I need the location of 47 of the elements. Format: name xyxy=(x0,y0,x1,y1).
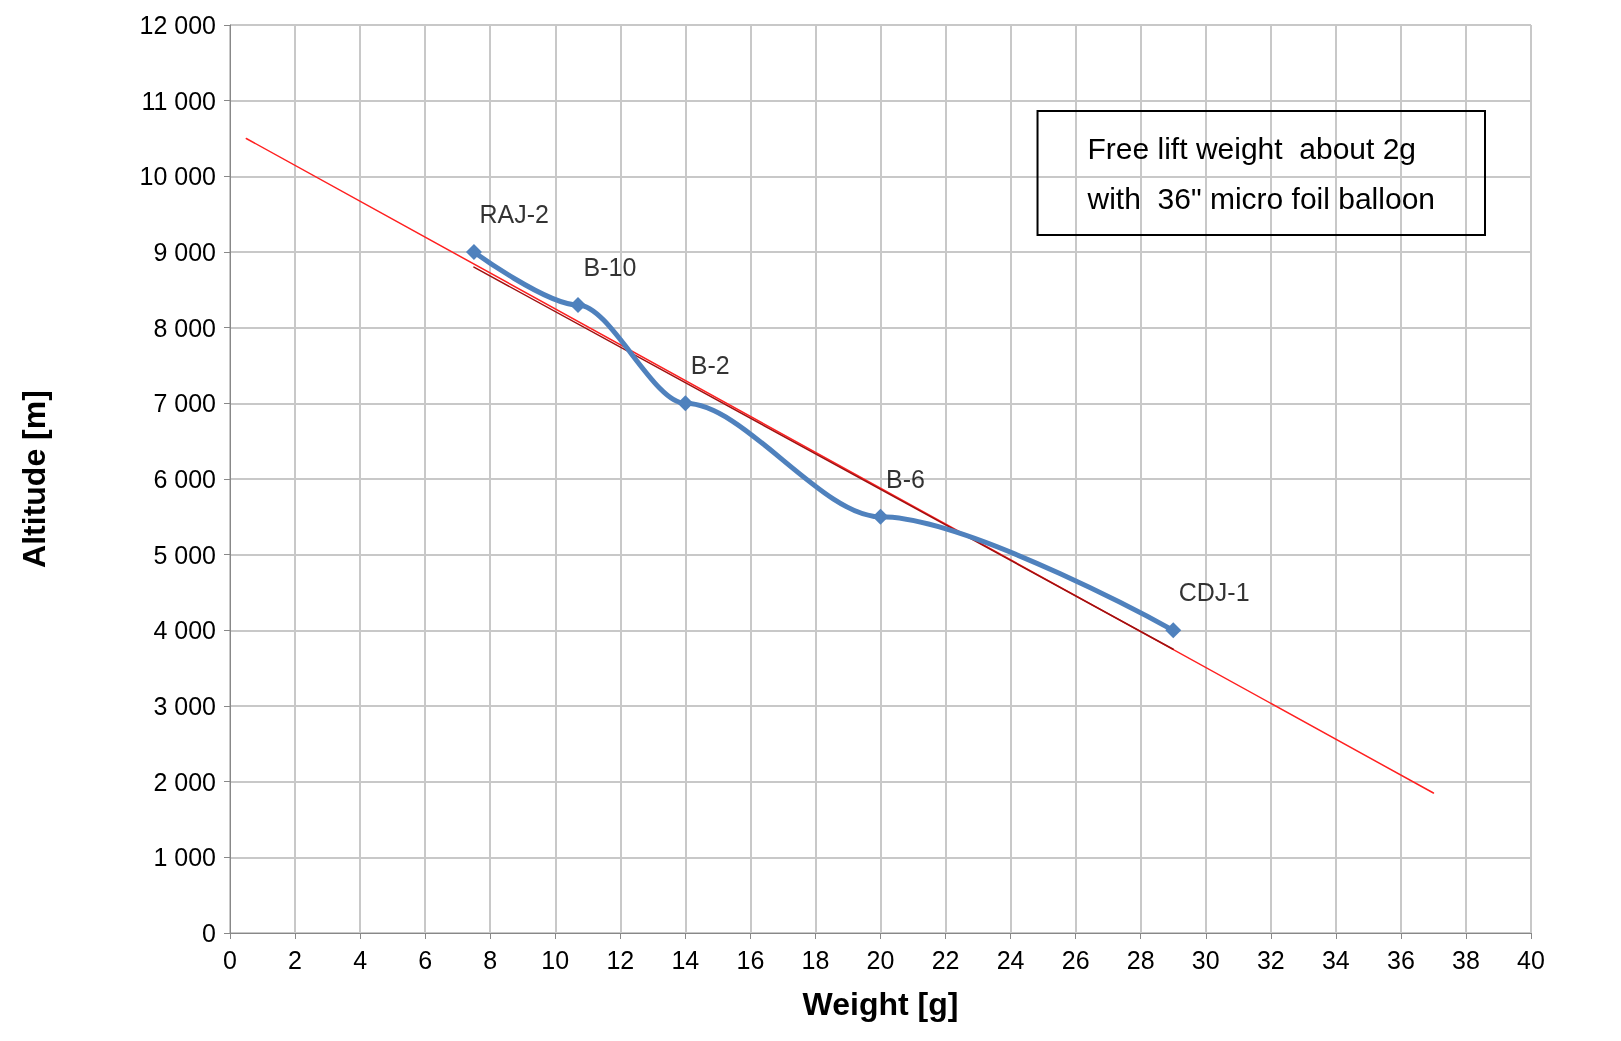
point xyxy=(1165,622,1182,639)
x-tick-label: 38 xyxy=(1452,945,1480,974)
annotation: Free lift weight about 2g with 36" micro foil balloon xyxy=(1086,131,1436,215)
x-tick-label: 28 xyxy=(1126,945,1155,974)
y-tick-label: 6 000 xyxy=(153,465,216,493)
point xyxy=(570,296,587,313)
x-tick-label: 36 xyxy=(1386,945,1415,974)
y-tick-label: 7 000 xyxy=(153,389,216,418)
x-tick-label: 12 xyxy=(606,945,635,974)
y-tick-label: 5 000 xyxy=(153,540,216,569)
x-tick-label: 0 xyxy=(223,945,237,974)
x-tick-label: 8 xyxy=(483,945,498,974)
x-tick-label: 24 xyxy=(996,945,1025,974)
y-tick-label: 0 xyxy=(202,919,216,947)
annotation: B-2 xyxy=(690,351,730,380)
x-tick-label: 32 xyxy=(1256,945,1285,974)
x-tick-label: 40 xyxy=(1517,945,1545,974)
y-tick-label: 2 000 xyxy=(153,767,216,796)
y-tick-label: 9 000 xyxy=(153,238,216,266)
x-tick-label: 10 xyxy=(541,945,570,974)
annotation: B-10 xyxy=(583,252,637,281)
y-axis-title: Altitude [m] xyxy=(16,390,52,568)
x-tick-label: 26 xyxy=(1061,945,1090,974)
annotation: CDJ-1 xyxy=(1178,578,1250,607)
annotation: RAJ-2 xyxy=(479,200,549,228)
y-tick-label: 10 000 xyxy=(139,162,216,191)
point xyxy=(465,244,482,260)
x-tick-label: 30 xyxy=(1191,945,1220,974)
x-tick-label: 34 xyxy=(1321,945,1350,974)
x-tick-label: 6 xyxy=(418,945,433,974)
x-tick-label: 22 xyxy=(931,945,960,974)
x-tick-label: 14 xyxy=(671,945,700,974)
y-tick-label: 3 000 xyxy=(153,692,216,720)
x-tick-label: 18 xyxy=(801,945,830,974)
x-axis-title: Weight [g] xyxy=(802,986,959,1022)
x-tick-label: 20 xyxy=(866,945,895,974)
y-tick-label: 4 000 xyxy=(153,616,216,645)
annotation: B-6 xyxy=(886,464,925,493)
x-tick-label: 4 xyxy=(353,945,368,974)
y-tick-label: 1 000 xyxy=(153,843,216,872)
point xyxy=(677,395,694,412)
y-tick-label: 12 000 xyxy=(139,11,216,39)
point xyxy=(872,508,889,525)
x-tick-label: 16 xyxy=(736,945,765,974)
y-tick-label: 8 000 xyxy=(153,313,216,342)
y-tick-label: 11 000 xyxy=(141,86,216,115)
x-tick-label: 2 xyxy=(288,945,302,974)
